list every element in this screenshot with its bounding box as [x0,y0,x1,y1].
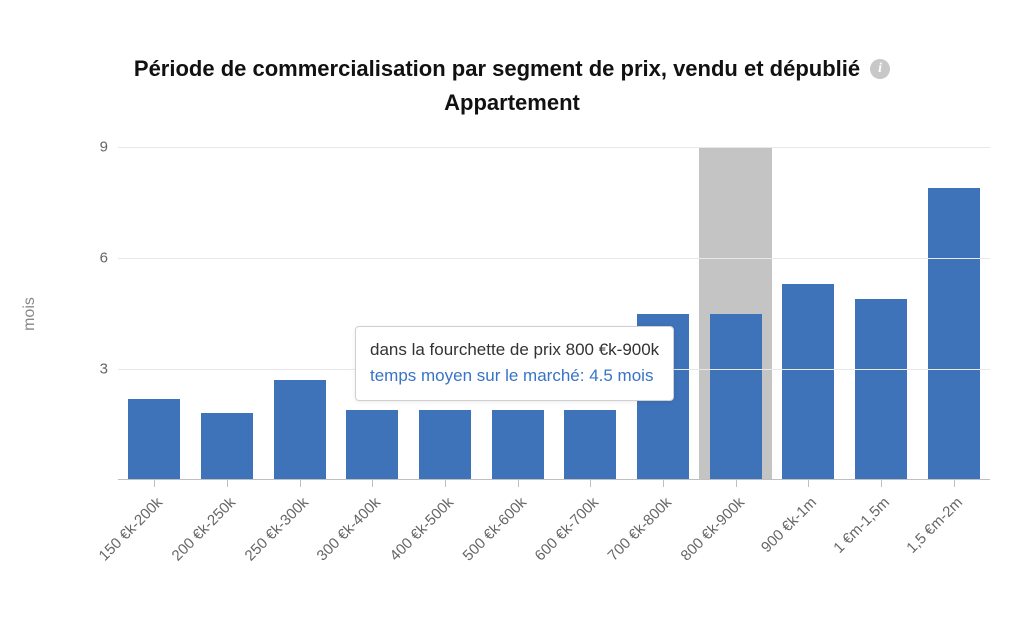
x-tick-label: 1 €m-1,5m [830,494,893,557]
bar[interactable] [928,188,980,480]
bar[interactable] [855,299,907,480]
bar[interactable] [710,314,762,481]
bar[interactable] [274,380,326,480]
bar[interactable] [492,410,544,480]
bar[interactable] [564,410,616,480]
bar[interactable] [782,284,834,480]
x-tick-label: 150 €k-200k [96,494,166,564]
x-tick-label: 400 €k-500k [387,494,457,564]
y-tick-label: 6 [100,250,118,267]
tooltip: dans la fourchette de prix 800 €k-900k t… [355,326,674,401]
gridline [118,258,990,259]
bar[interactable] [201,413,253,480]
chart-title-block: Période de commercialisation par segment… [0,0,1024,120]
x-tick-label: 200 €k-250k [169,494,239,564]
y-tick-label: 3 [100,361,118,378]
plot-area: 369150 €k-200k200 €k-250k250 €k-300k300 … [118,147,990,480]
x-tick-label: 500 €k-600k [459,494,529,564]
x-tick-label: 800 €k-900k [677,494,747,564]
bars-layer [118,147,990,480]
x-tick-label: 300 €k-400k [314,494,384,564]
chart-container: Période de commercialisation par segment… [0,0,1024,628]
x-tick-label: 700 €k-800k [605,494,675,564]
bar[interactable] [419,410,471,480]
y-tick-label: 9 [100,139,118,156]
x-tick-label: 600 €k-700k [532,494,602,564]
x-axis-baseline [118,479,990,480]
x-tick-label: 250 €k-300k [241,494,311,564]
tooltip-line2: temps moyen sur le marché: 4.5 mois [370,363,659,389]
bar[interactable] [346,410,398,480]
tooltip-line1: dans la fourchette de prix 800 €k-900k [370,337,659,363]
x-tick-label: 900 €k-1m [758,494,820,556]
x-tick-label: 1,5 €m-2m [903,494,966,557]
bar[interactable] [128,399,180,480]
chart-title-line2: Appartement [444,86,580,120]
info-icon[interactable]: i [870,59,890,79]
y-axis-title: mois [21,297,39,331]
chart-title-line1: Période de commercialisation par segment… [134,52,860,86]
gridline [118,147,990,148]
